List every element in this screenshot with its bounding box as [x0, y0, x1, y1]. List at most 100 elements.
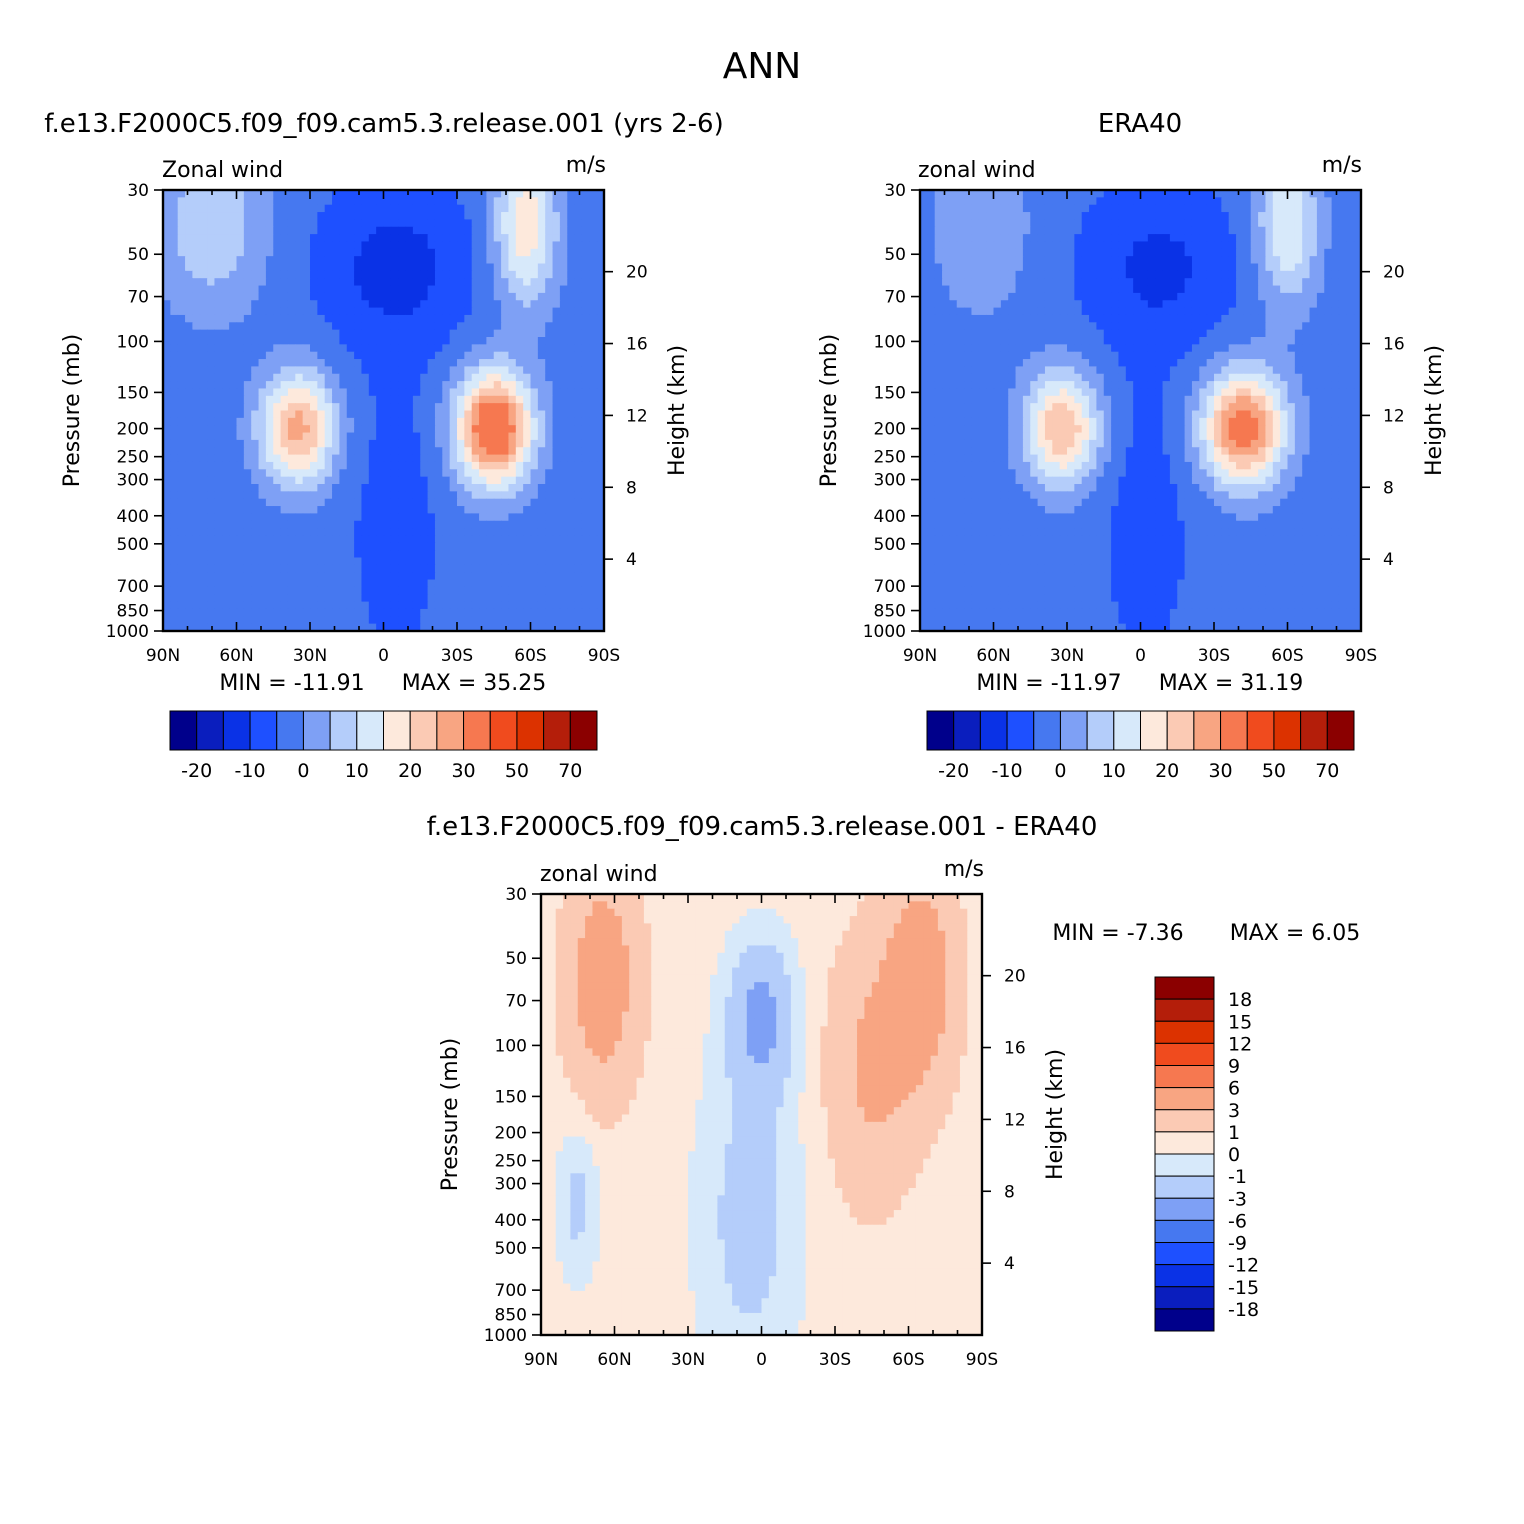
field-cell: [971, 248, 980, 257]
field-cell: [596, 337, 605, 345]
field-cell: [265, 344, 274, 353]
field-cell: [552, 256, 561, 265]
field-cell: [273, 329, 282, 338]
field-cell: [207, 373, 216, 382]
field-cell: [978, 307, 987, 316]
field-cell: [324, 366, 333, 375]
field-cell: [163, 586, 171, 595]
field-cell: [956, 212, 965, 220]
field-cell: [567, 623, 576, 632]
field-cell: [376, 359, 385, 367]
field-cell: [214, 550, 223, 559]
field-cell: [170, 241, 179, 250]
field-cell: [229, 447, 238, 456]
field-cell: [1228, 226, 1237, 235]
field-cell: [207, 366, 216, 375]
field-cell: [390, 454, 399, 463]
field-cell: [199, 307, 208, 316]
field-cell: [170, 285, 179, 294]
field-cell: [1206, 226, 1215, 235]
field-cell: [390, 616, 399, 625]
field-cell: [574, 498, 583, 507]
field-cell: [317, 329, 326, 338]
field-cell: [559, 351, 568, 360]
field-cell: [163, 447, 171, 456]
colorbar-swatch: [569, 710, 598, 751]
field-cell: [1287, 278, 1296, 287]
field-cell: [185, 300, 193, 309]
field-cell: [486, 270, 495, 279]
field-cell: [486, 594, 495, 603]
field-cell: [530, 292, 539, 301]
field-cell: [273, 270, 282, 279]
field-cell: [493, 248, 502, 257]
field-cell: [339, 579, 348, 588]
x-tick-label: 90S: [588, 646, 620, 666]
field-cell: [457, 248, 465, 257]
field-cell: [420, 344, 429, 353]
colorbar-swatch: [516, 710, 545, 751]
field-cell: [280, 491, 289, 500]
field-cell: [1000, 314, 1009, 323]
field-cell: [214, 322, 223, 331]
field-cell: [1044, 292, 1053, 301]
field-cell: [251, 425, 260, 434]
field-cell: [1221, 307, 1230, 316]
field-cell: [1111, 256, 1120, 265]
field-cell: [596, 388, 605, 397]
field-cell: [398, 564, 407, 573]
field-cell: [537, 373, 546, 382]
field-cell: [552, 417, 561, 426]
field-cell: [956, 307, 965, 316]
field-cell: [177, 454, 186, 463]
field-cell: [258, 256, 267, 265]
field-cell: [221, 337, 230, 345]
field-cell: [361, 248, 370, 257]
field-cell: [442, 219, 451, 228]
field-cell: [258, 572, 267, 581]
field-cell: [501, 425, 510, 434]
field-cell: [1008, 270, 1017, 279]
field-cell: [280, 506, 289, 514]
field-cell: [471, 454, 480, 463]
field-cell: [1302, 212, 1311, 220]
field-cell: [229, 270, 238, 279]
field-cell: [493, 241, 502, 250]
field-cell: [420, 226, 429, 235]
field-cell: [986, 234, 995, 243]
field-cell: [207, 447, 216, 456]
field-cell: [1118, 300, 1127, 309]
field-cell: [464, 381, 473, 390]
field-cell: [942, 285, 950, 294]
field-cell: [280, 447, 289, 456]
field-cell: [589, 212, 598, 220]
field-cell: [302, 359, 311, 367]
field-cell: [1037, 314, 1046, 323]
field-cell: [523, 314, 532, 323]
field-cell: [236, 337, 245, 345]
field-cell: [574, 366, 583, 375]
field-cell: [1353, 270, 1362, 279]
field-cell: [442, 469, 451, 478]
field-cell: [956, 226, 965, 235]
field-cell: [1169, 241, 1178, 250]
field-cell: [1169, 329, 1178, 338]
field-cell: [273, 373, 282, 382]
field-cell: [545, 417, 554, 426]
field-cell: [302, 564, 311, 573]
field-cell: [464, 403, 473, 412]
field-cell: [317, 594, 326, 603]
field-cell: [1147, 204, 1156, 213]
field-cell: [287, 248, 296, 257]
field-cell: [1037, 197, 1046, 206]
field-cell: [361, 263, 370, 272]
field-cell: [537, 557, 546, 566]
field-cell: [567, 292, 576, 301]
field-cell: [354, 403, 363, 412]
field-cell: [596, 410, 605, 419]
field-cell: [1280, 307, 1289, 316]
field-cell: [581, 190, 590, 198]
field-cell: [287, 616, 296, 625]
field-cell: [412, 410, 421, 419]
field-cell: [317, 351, 326, 360]
